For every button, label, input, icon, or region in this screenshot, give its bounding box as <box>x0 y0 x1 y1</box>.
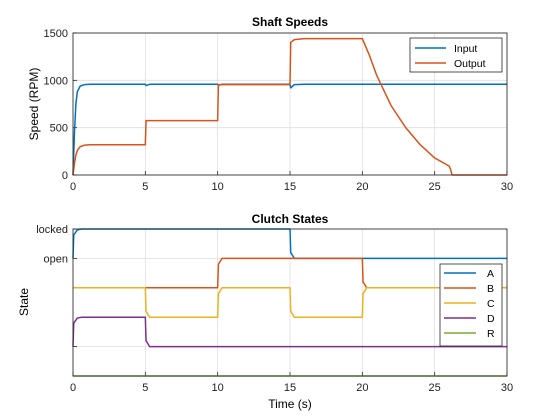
shaft-speeds-y-axis-label: Speed (RPM) <box>27 68 41 141</box>
clutch-states-x-tick-label: 20 <box>356 382 368 394</box>
clutch-states-x-tick-label: 10 <box>212 382 224 394</box>
legend-label-output: Output <box>454 58 486 70</box>
clutch-states-y-axis-label: State <box>17 288 31 316</box>
clutch-states-x-tick-label: 0 <box>70 382 76 394</box>
clutch-states-series-b <box>73 257 507 289</box>
clutch-states-legend: A B C D R <box>439 263 503 347</box>
shaft-speeds-y-tick-label: 0 <box>62 170 68 182</box>
clutch-states-series-c <box>73 287 507 318</box>
clutch-states-title: Clutch States <box>252 212 329 226</box>
shaft-speeds-x-tick-label: 10 <box>212 181 224 193</box>
clutch-states-axes: 0 5 10 15 20 25 30 open locked Clutch States Sta… <box>17 212 513 411</box>
shaft-speeds-legend-box <box>409 37 503 73</box>
shaft-speeds-x-tick-label: 20 <box>356 181 368 193</box>
shaft-speeds-series <box>72 37 507 176</box>
clutch-states-x-axis-label: Time (s) <box>268 397 312 411</box>
shaft-speeds-x-tick-label: 15 <box>284 181 296 193</box>
shaft-speeds-x-tick-label: 30 <box>501 181 513 193</box>
shaft-speeds-y-tick-label: 1500 <box>44 28 68 40</box>
legend-label-b: B <box>487 283 494 295</box>
legend-label-r: R <box>487 328 495 340</box>
clutch-states-x-tick-label: 5 <box>142 382 148 394</box>
clutch-states-ticks: 0 5 10 15 20 25 30 open locked <box>36 224 513 394</box>
shaft-speeds-series-output <box>72 37 507 176</box>
shaft-speeds-y-tick-label: 1000 <box>44 75 68 87</box>
shaft-speeds-title: Shaft Speeds <box>252 15 328 29</box>
legend-label-c: C <box>487 298 495 310</box>
shaft-speeds-x-tick-label: 25 <box>429 181 441 193</box>
legend-label-d: D <box>487 313 495 325</box>
shaft-speeds-axes: 0 5 10 15 20 25 30 0 500 1000 1500 Shaft Speeds Sp… <box>27 15 513 193</box>
shaft-speeds-legend: Input Output <box>409 37 503 73</box>
shaft-speeds-axes-frame <box>72 32 508 176</box>
clutch-states-axes-frame <box>72 228 508 377</box>
clutch-states-y-tick-label: open <box>44 253 68 265</box>
legend-label-a: A <box>487 268 494 280</box>
legend-label-input: Input <box>454 43 477 55</box>
clutch-states-series-d <box>72 316 507 348</box>
clutch-states-x-tick-label: 30 <box>501 382 513 394</box>
clutch-states-x-tick-label: 15 <box>284 382 296 394</box>
clutch-states-y-tick-label: locked <box>36 224 68 236</box>
shaft-speeds-ticks: 0 5 10 15 20 25 30 0 500 1000 1500 <box>44 28 514 193</box>
shaft-speeds-x-tick-label: 5 <box>142 181 148 193</box>
shaft-speeds-x-tick-label: 0 <box>70 181 76 193</box>
shaft-speeds-series-input <box>72 83 507 176</box>
shaft-speeds-y-tick-label: 500 <box>50 123 68 135</box>
clutch-states-x-tick-label: 25 <box>429 382 441 394</box>
